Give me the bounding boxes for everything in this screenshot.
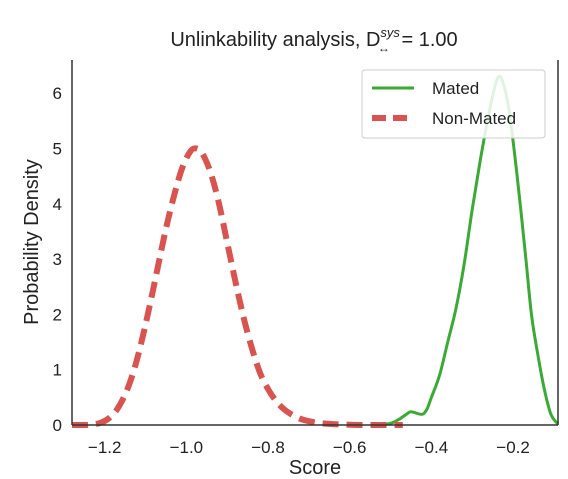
chart-title-subscript: ↔ xyxy=(378,41,390,55)
y-tick-label: 2 xyxy=(53,305,62,324)
x-tick-label: −0.2 xyxy=(496,438,530,457)
x-tick-label: −0.8 xyxy=(251,438,285,457)
x-tick-labels: −1.2 −1.0 −0.8 −0.6 −0.4 −0.2 xyxy=(88,438,530,457)
series-line-non-mated xyxy=(71,145,403,429)
series-layer xyxy=(71,74,560,429)
chart-title-superscript: sys xyxy=(380,25,400,40)
legend-label-non-mated: Non-Mated xyxy=(432,109,516,128)
chart-title: Unlinkability analysis, Dsys ↔ = 1.00 xyxy=(170,25,457,55)
x-tick-label: −0.4 xyxy=(415,438,449,457)
x-tick-label: −1.2 xyxy=(88,438,122,457)
chart-title-suffix: = 1.00 xyxy=(396,29,458,51)
y-tick-label: 0 xyxy=(53,416,62,435)
y-tick-label: 3 xyxy=(53,250,62,269)
x-tick-label: −1.0 xyxy=(170,438,204,457)
x-axis-label: Score xyxy=(289,457,341,479)
y-axis-label: Probability Density xyxy=(21,159,43,325)
y-tick-label: 4 xyxy=(53,195,62,214)
plot-frame xyxy=(71,60,559,426)
legend-label-mated: Mated xyxy=(432,79,479,98)
y-tick-label: 1 xyxy=(53,361,62,380)
y-tick-label: 6 xyxy=(53,84,62,103)
series-line-mated xyxy=(378,74,560,427)
x-tick-label: −0.6 xyxy=(333,438,367,457)
legend: Mated Non-Mated xyxy=(361,69,546,139)
chart-title-main: Unlinkability analysis, D xyxy=(170,29,380,51)
y-tick-label: 5 xyxy=(53,139,62,158)
y-tick-labels: 0 1 2 3 4 5 6 xyxy=(53,84,62,435)
